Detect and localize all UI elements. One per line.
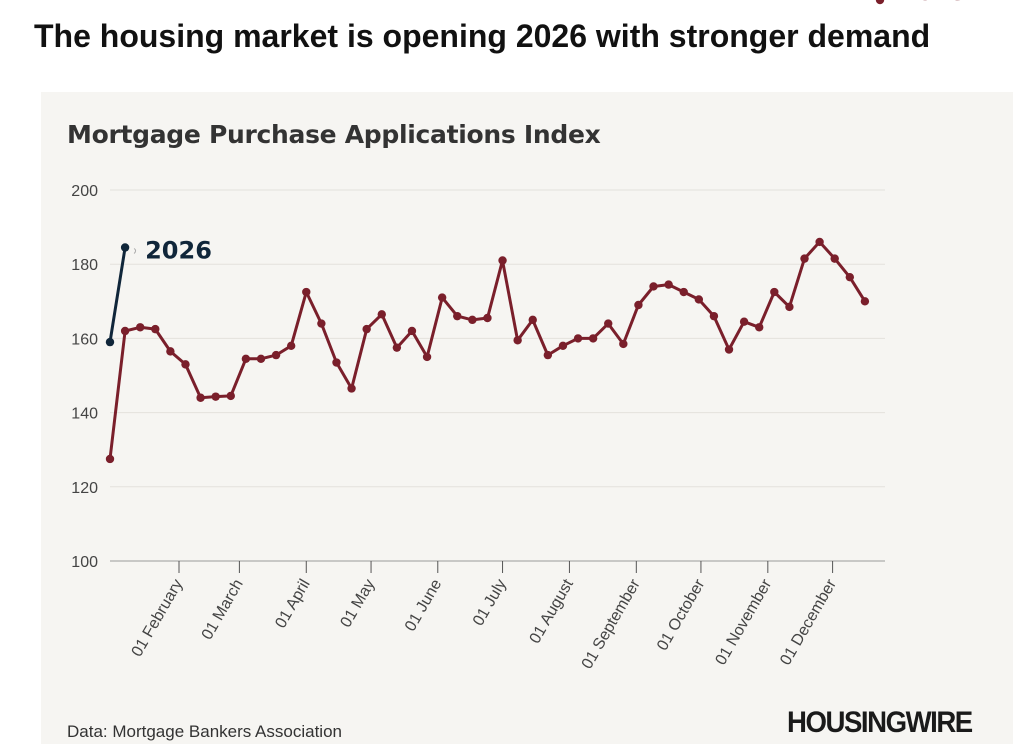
data-point-2025 <box>377 310 386 319</box>
data-point-2025 <box>271 350 281 360</box>
data-point-2025 <box>830 254 839 263</box>
data-point-2025 <box>724 345 734 354</box>
series-line-2025 <box>108 240 867 461</box>
data-point-2026 <box>105 337 115 347</box>
chart-title: Mortgage Purchase Applications Index <box>67 120 601 149</box>
data-point-2025 <box>528 315 537 325</box>
data-point-2025 <box>453 311 462 321</box>
label-connector <box>133 248 137 254</box>
chart-panel <box>41 92 1013 744</box>
data-point-2025 <box>755 323 764 332</box>
data-point-2025 <box>332 358 341 367</box>
data-point-2025 <box>211 392 220 401</box>
x-tick-label: 01 May <box>338 577 379 631</box>
data-point-2025 <box>634 300 643 310</box>
data-point-2025 <box>286 341 296 351</box>
data-point-2025 <box>739 317 749 326</box>
data-point-2025 <box>151 324 160 334</box>
data-point-2025 <box>468 315 477 325</box>
y-tick-label: 120 <box>71 480 98 497</box>
y-tick-label: 100 <box>71 554 98 571</box>
data-point-2025 <box>120 326 130 336</box>
data-point-2025 <box>256 354 266 364</box>
data-point-2025 <box>181 360 190 369</box>
data-point-2025 <box>694 295 704 304</box>
data-point-2025 <box>558 341 568 351</box>
y-tick-label: 180 <box>71 257 98 274</box>
x-tick-label: 01 April <box>272 577 313 632</box>
data-point-2025 <box>347 384 356 393</box>
data-point-2025 <box>241 354 251 364</box>
data-point-2025 <box>362 324 371 334</box>
data-point-2025 <box>679 287 688 297</box>
gridlines <box>110 189 885 562</box>
data-point-2025 <box>513 336 522 345</box>
data-point-2025 <box>588 334 598 343</box>
x-tick-label: 01 February <box>129 577 187 660</box>
x-tick-label: 01 August <box>527 576 578 647</box>
data-point-2025 <box>407 326 417 336</box>
data-point-2025 <box>135 323 145 332</box>
series-lines <box>105 0 885 464</box>
data-point-2025 <box>619 339 628 349</box>
x-tick-label: 01 September <box>579 576 644 672</box>
data-point-2025 <box>709 311 719 321</box>
data-point-2025 <box>649 282 658 291</box>
data-point-2025 <box>860 297 870 306</box>
data-point-2025 <box>785 302 794 312</box>
series-labels: 2025 2026 <box>134 0 967 265</box>
data-point-2025 <box>105 454 115 464</box>
x-tick-label: 01 October <box>654 576 709 654</box>
source-note: Data: Mortgage Bankers Association <box>67 722 342 741</box>
data-point-2025 <box>437 293 447 302</box>
data-point-2025 <box>317 319 326 328</box>
x-tick-label: 01 July <box>470 577 510 629</box>
y-tick-label: 140 <box>71 406 98 423</box>
x-tick-label: 01 December <box>777 576 840 668</box>
data-point-2025 <box>770 287 779 297</box>
data-point-2025 <box>166 347 175 356</box>
data-point-2025 <box>483 313 492 323</box>
data-point-2025 <box>875 0 885 5</box>
data-point-2025 <box>392 343 402 352</box>
series-label-2025: 2025 <box>900 0 967 6</box>
data-point-2025 <box>302 287 311 297</box>
data-point-2025 <box>573 334 583 343</box>
data-point-2026 <box>120 243 130 252</box>
data-point-2025 <box>604 319 613 328</box>
x-tick-label: 01 November <box>713 576 776 668</box>
data-point-2025 <box>196 393 205 402</box>
x-tick-label: 01 June <box>402 576 445 634</box>
data-point-2025 <box>422 352 432 362</box>
y-tick-label: 200 <box>71 183 98 200</box>
data-point-2025 <box>226 391 235 401</box>
housingwire-logo: HOUSINGWIRE <box>787 706 973 739</box>
data-point-2025 <box>664 280 673 289</box>
series-line-2026 <box>108 246 127 344</box>
data-point-2025 <box>800 254 809 263</box>
data-point-2025 <box>815 237 824 247</box>
data-point-2025 <box>543 350 553 360</box>
data-point-2025 <box>845 272 855 282</box>
x-tick-label: 01 March <box>199 577 247 643</box>
y-tick-label: 160 <box>71 331 98 348</box>
data-point-2025 <box>498 256 507 265</box>
headline: The housing market is opening 2026 with … <box>34 18 931 54</box>
series-label-2026: 2026 <box>145 237 212 265</box>
